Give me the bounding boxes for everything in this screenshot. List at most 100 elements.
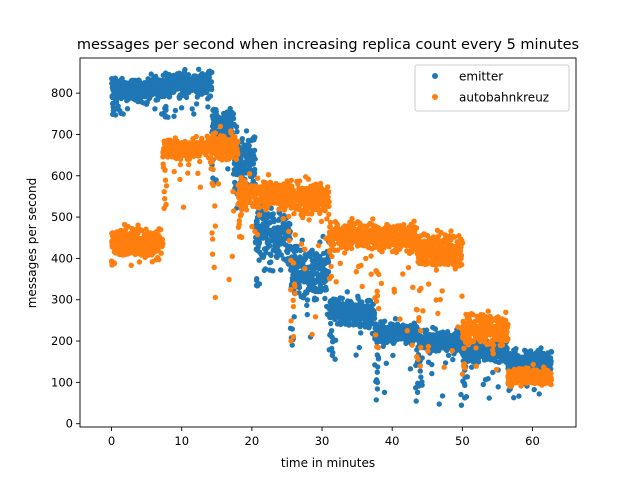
data-point <box>528 348 534 354</box>
data-point <box>289 342 295 348</box>
data-point <box>548 377 555 383</box>
data-point <box>358 330 364 336</box>
data-point <box>160 161 166 167</box>
data-point <box>136 259 143 265</box>
data-point <box>132 251 138 258</box>
data-point <box>256 212 262 218</box>
data-point <box>212 294 218 301</box>
data-point <box>490 342 497 348</box>
data-point <box>371 315 378 321</box>
data-point <box>495 384 501 390</box>
data-point <box>459 240 466 246</box>
data-point <box>113 97 119 103</box>
data-point <box>135 222 141 228</box>
data-point <box>531 386 537 393</box>
data-point <box>225 166 231 172</box>
data-point <box>511 395 517 401</box>
data-point <box>325 259 332 265</box>
data-point <box>441 364 447 370</box>
data-point <box>211 125 217 132</box>
data-point <box>253 277 260 283</box>
data-point <box>230 111 236 117</box>
data-point <box>333 279 339 285</box>
data-point <box>504 345 510 351</box>
data-point <box>231 170 238 176</box>
data-point <box>304 302 310 309</box>
data-point <box>400 271 406 277</box>
data-point <box>270 211 276 217</box>
data-point <box>112 240 118 247</box>
data-point <box>271 218 277 225</box>
data-point <box>372 332 379 338</box>
data-point <box>210 166 216 173</box>
data-point <box>235 150 241 157</box>
data-point <box>234 128 240 135</box>
data-point <box>459 293 465 299</box>
data-point <box>326 211 332 218</box>
data-point <box>435 310 441 317</box>
data-point <box>329 233 335 239</box>
data-point <box>450 356 456 363</box>
data-point <box>124 106 131 112</box>
data-point <box>309 247 315 253</box>
data-point <box>414 354 420 360</box>
data-point <box>391 289 398 295</box>
data-point <box>230 188 236 195</box>
data-point <box>315 242 322 249</box>
data-point <box>325 189 332 195</box>
data-point <box>353 269 359 275</box>
data-point <box>344 289 350 295</box>
data-point <box>473 363 479 369</box>
data-point <box>178 105 185 111</box>
data-point <box>413 225 420 231</box>
data-point <box>371 310 378 316</box>
data-point <box>291 314 297 320</box>
data-point <box>508 382 514 388</box>
data-point <box>212 223 218 229</box>
data-point <box>332 356 338 362</box>
chart-title: messages per second when increasing repl… <box>77 37 579 53</box>
data-point <box>359 283 365 290</box>
x-tick-label: 40 <box>385 434 400 448</box>
series-autobahnkreuz <box>108 123 555 389</box>
data-point <box>164 86 170 93</box>
data-point <box>209 159 215 165</box>
data-point <box>148 71 154 77</box>
data-point <box>461 345 467 351</box>
data-point <box>328 313 334 320</box>
data-point <box>418 344 424 351</box>
data-point <box>445 352 452 359</box>
data-point <box>177 176 183 183</box>
data-point <box>238 204 244 210</box>
data-point <box>217 123 224 130</box>
data-point <box>152 106 158 112</box>
data-point <box>425 348 431 354</box>
data-point <box>353 352 359 358</box>
data-point <box>404 328 410 334</box>
data-point <box>429 370 435 377</box>
data-point <box>370 216 376 222</box>
data-point <box>390 352 396 359</box>
data-point <box>460 329 466 336</box>
data-point <box>111 260 118 267</box>
x-tick-label: 30 <box>315 434 330 448</box>
data-point <box>254 247 260 253</box>
data-point <box>304 297 311 303</box>
data-point <box>469 364 475 370</box>
data-point <box>171 113 177 120</box>
data-point <box>206 74 212 81</box>
data-point <box>530 361 536 368</box>
data-point <box>374 386 381 392</box>
x-axis-ticks: 0 10 20 30 40 50 60 <box>108 427 540 448</box>
data-point <box>536 391 542 397</box>
data-point <box>119 75 125 82</box>
data-point <box>291 211 297 217</box>
data-point <box>288 198 294 204</box>
data-point <box>420 308 426 314</box>
data-point <box>208 79 215 85</box>
data-point <box>339 295 345 301</box>
data-point <box>290 333 297 340</box>
data-point <box>493 366 500 373</box>
plot-area <box>108 66 555 408</box>
